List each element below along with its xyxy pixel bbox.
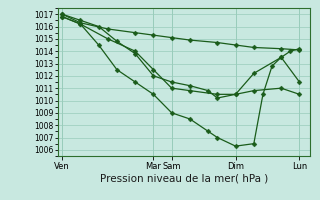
X-axis label: Pression niveau de la mer( hPa ): Pression niveau de la mer( hPa ) bbox=[100, 173, 268, 183]
